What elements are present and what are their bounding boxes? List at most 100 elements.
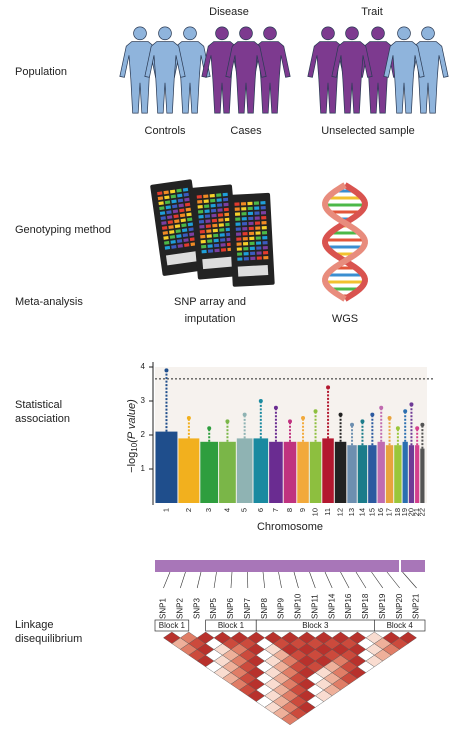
chromosome-bulk xyxy=(368,445,377,503)
peak-point xyxy=(415,426,420,431)
snp-label: SNP16 xyxy=(344,593,353,619)
block-box xyxy=(374,619,426,632)
chip-cell xyxy=(237,252,243,256)
chip-cell xyxy=(172,209,179,214)
chip-cell xyxy=(172,204,178,209)
peak-point xyxy=(258,399,263,403)
row-label: Statistical xyxy=(15,399,62,411)
population-figures xyxy=(119,26,449,114)
chip-cell xyxy=(179,208,185,213)
chip-cell xyxy=(236,237,242,241)
chip-cell xyxy=(170,194,177,199)
peak-point xyxy=(301,416,306,420)
chip-cell xyxy=(176,239,183,243)
chip-cell xyxy=(169,189,176,194)
chip-cell xyxy=(241,222,248,226)
chromosome-bulk xyxy=(283,441,297,503)
chip-cell xyxy=(175,229,181,234)
chromosome-bulk xyxy=(178,438,200,503)
chip-cell xyxy=(183,238,189,243)
chip-cell xyxy=(200,239,206,244)
chip-cell xyxy=(187,222,194,227)
chip-cell xyxy=(242,227,248,231)
chip-cell xyxy=(204,204,210,209)
chip-cell xyxy=(235,222,241,226)
chip-cell xyxy=(260,201,266,205)
chip-cell xyxy=(254,206,260,210)
person xyxy=(331,26,373,114)
chip-cell xyxy=(173,214,179,219)
chip-cell xyxy=(250,251,256,256)
chip-cell xyxy=(184,202,191,207)
chip-cell xyxy=(224,217,231,222)
chromosome-bar xyxy=(155,560,425,572)
y-tick-label: 2 xyxy=(141,430,146,439)
chip-cell xyxy=(157,191,163,196)
chip-cell xyxy=(188,227,194,232)
chip-cell xyxy=(200,234,206,239)
snp-connector xyxy=(386,571,400,589)
chip-cell xyxy=(262,245,268,250)
snp-connector xyxy=(230,571,233,589)
chip-cell xyxy=(223,197,229,202)
chromosome-bulk xyxy=(415,445,420,503)
chromosome-label: 14 xyxy=(357,508,366,516)
snp-connector xyxy=(324,571,333,589)
person xyxy=(144,26,186,114)
snp-label: SNP19 xyxy=(378,593,387,619)
chip-cell xyxy=(162,231,169,235)
ld-plot: SNP1 SNP2 SNP3 SNP5 SNP6 SNP7 SNP8 SNP9 SNP10 SNP… xyxy=(154,571,426,726)
person xyxy=(357,26,399,114)
snp-label: SNP5 xyxy=(209,598,218,619)
snp-label: SNP1 xyxy=(159,598,168,619)
peak-point xyxy=(326,385,331,390)
peak-point xyxy=(350,422,355,427)
chip-cell xyxy=(235,227,241,231)
chip-cell xyxy=(189,237,196,242)
chromosome-bulk xyxy=(385,445,394,503)
chip-cell xyxy=(199,224,205,229)
chip-cell xyxy=(247,211,254,216)
row-label: Population xyxy=(15,66,67,78)
snp-connector xyxy=(402,571,417,589)
y-tick-label: 4 xyxy=(141,362,146,371)
chip-cell xyxy=(243,256,249,261)
snp-connector xyxy=(293,571,299,589)
chromosome-bulk xyxy=(322,438,334,503)
chip-cell xyxy=(256,246,262,250)
chip-cell xyxy=(260,206,266,210)
chip-cell xyxy=(182,187,189,192)
chip-cell xyxy=(254,211,260,215)
chip-cell xyxy=(164,200,171,205)
chip-cell xyxy=(204,209,210,214)
chromosome-bulk xyxy=(236,438,253,503)
chip-cell xyxy=(185,207,191,212)
chip-cell xyxy=(236,247,242,251)
chip-cell xyxy=(167,220,174,225)
chip-cell xyxy=(253,201,260,205)
y-tick-label: 3 xyxy=(141,396,146,405)
chip-cell xyxy=(158,201,164,206)
snp-label: SNP20 xyxy=(395,593,404,619)
chip-cell xyxy=(161,226,168,230)
peak-point xyxy=(370,412,375,417)
chromosome-bulk xyxy=(269,441,283,503)
chip-cell xyxy=(234,212,241,216)
chip-cell xyxy=(260,211,267,215)
chip-cell xyxy=(213,238,219,243)
chip-cell xyxy=(197,199,203,204)
chip-cell xyxy=(261,231,268,235)
chip-cell xyxy=(248,226,254,231)
snp-connector xyxy=(262,571,265,589)
snp-label: SNP6 xyxy=(226,598,235,619)
chip xyxy=(150,179,205,276)
controls-label: Controls xyxy=(145,125,186,137)
chip-barcode xyxy=(202,256,234,270)
chip-cell xyxy=(164,240,170,245)
snp-connector xyxy=(309,571,316,589)
chip-cell xyxy=(242,232,248,236)
chromosome-bulk xyxy=(253,438,269,503)
chip-cell xyxy=(189,232,195,237)
chip-cell xyxy=(184,243,190,248)
peak-point xyxy=(403,409,408,414)
